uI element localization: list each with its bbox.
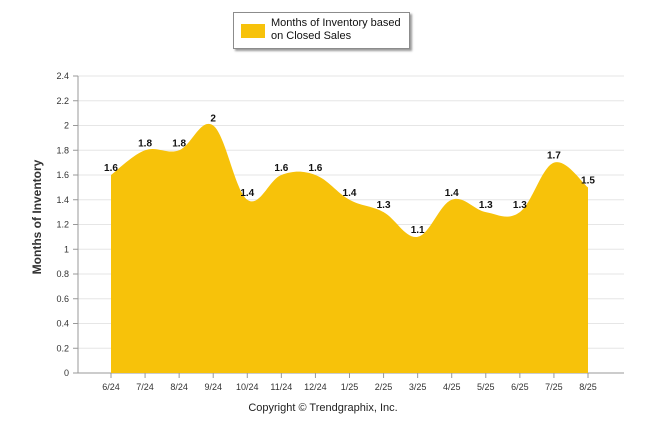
y-tick-label: 0 [64,368,69,378]
series-area [111,123,588,374]
x-axis-ticks: 6/24 7/24 8/24 9/24 10/24 11/24 12/24 1/25 2/25 3… [102,373,597,392]
y-axis-label: Months of Inventory [30,159,44,275]
data-label: 1.1 [411,225,425,236]
data-label: 1.6 [274,163,288,174]
data-label: 2 [210,114,216,125]
legend-swatch [241,24,265,38]
y-tick-label: 1.8 [56,145,69,155]
legend-label: Months of Inventory based on Closed Sale… [271,17,401,42]
x-tick-label: 8/25 [579,382,597,392]
data-label: 1.3 [377,200,391,211]
y-tick-label: 1.6 [56,170,69,180]
y-tick-label: 2.2 [56,96,69,106]
x-tick-label: 7/24 [136,382,154,392]
data-label: 1.7 [547,151,561,162]
x-tick-label: 3/25 [409,382,427,392]
data-label: 1.5 [581,175,595,186]
x-tick-label: 9/24 [204,382,222,392]
x-tick-label: 1/25 [341,382,359,392]
data-label: 1.8 [138,138,152,149]
y-tick-label: 1 [64,244,69,254]
data-label: 1.4 [343,188,357,199]
y-tick-label: 0.2 [56,343,69,353]
data-label: 1.4 [240,188,254,199]
x-tick-label: 10/24 [236,382,259,392]
y-tick-label: 1.2 [56,220,69,230]
x-tick-label: 5/25 [477,382,495,392]
x-tick-label: 6/24 [102,382,120,392]
data-label: 1.4 [445,188,459,199]
x-tick-label: 11/24 [270,382,292,392]
x-tick-label: 4/25 [443,382,461,392]
x-tick-label: 6/25 [511,382,529,392]
y-tick-label: 1.4 [56,195,69,205]
x-tick-label: 7/25 [545,382,563,392]
y-axis-ticks: 0 0.2 0.4 0.6 0.8 1 1.2 1.4 1.6 1.8 2 2.2 2.4 [56,71,78,378]
data-label: 1.3 [479,200,493,211]
data-label: 1.6 [308,163,322,174]
y-tick-label: 0.4 [56,319,69,329]
data-label: 1.6 [104,163,118,174]
legend: Months of Inventory based on Closed Sale… [233,12,410,49]
copyright-text: Copyright © Trendgraphix, Inc. [248,402,398,414]
x-tick-label: 8/24 [170,382,188,392]
y-tick-label: 2 [64,121,69,131]
x-tick-label: 12/24 [304,382,327,392]
data-labels: 1.6 1.8 1.8 2 1.4 1.6 1.6 1.4 1.3 1.1 1.4 1.3 1.3 1.7… [104,114,595,236]
data-label: 1.8 [172,138,186,149]
y-tick-label: 0.6 [56,294,69,304]
y-tick-label: 0.8 [56,269,69,279]
y-tick-label: 2.4 [56,71,69,81]
x-tick-label: 2/25 [375,382,393,392]
data-label: 1.3 [513,200,527,211]
